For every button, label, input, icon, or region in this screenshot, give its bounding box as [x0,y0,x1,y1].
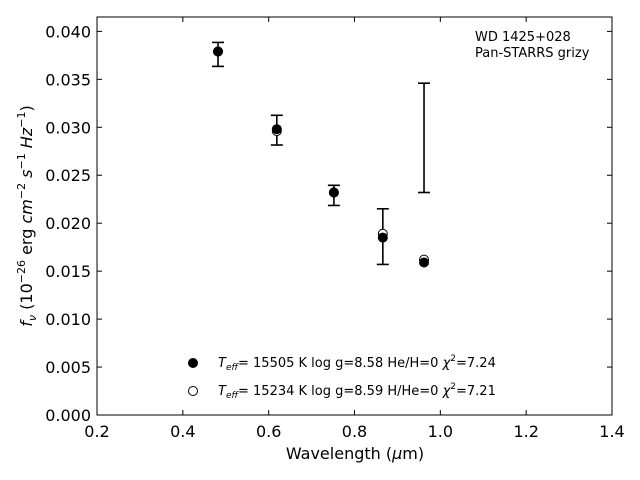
y-tick-label: 0.035 [45,70,91,89]
x-tick-label: 0.4 [170,422,195,441]
legend-label-h: Teff= 15234 K log g=8.59 H/He=0 χ2=7.21 [218,382,496,401]
legend-label-he: Teff= 15505 K log g=8.58 He/H=0 χ2=7.24 [218,354,496,373]
x-axis-label: Wavelength (μm) [286,444,424,463]
x-tick-labels: 0.2 0.4 0.6 0.8 1.0 1.2 1.4 [84,422,624,441]
survey-name: Pan-STARRS grizy [475,46,590,61]
y-tick-label: 0.010 [45,310,91,329]
data-markers [213,46,430,268]
legend-marker-filled [188,358,198,368]
y-tick-label: 0.040 [45,22,91,41]
error-bar [418,82,431,194]
legend: Teff= 15505 K log g=8.58 He/H=0 χ2=7.24 … [188,354,496,401]
y-tick-label: 0.015 [45,262,91,281]
model-point-he [328,187,339,198]
object-name: WD 1425+028 [475,30,571,45]
y-tick-label: 0.005 [45,358,91,377]
y-tick-label: 0.020 [45,214,91,233]
x-tick-label: 0.8 [342,422,367,441]
y-tick-label: 0.025 [45,166,91,185]
x-tick-label: 1.4 [599,422,624,441]
y-tick-label: 0.030 [45,118,91,137]
x-tick-label: 0.2 [84,422,109,441]
model-point-he [419,257,430,268]
y-tick-label: 0.000 [45,406,91,425]
x-tick-label: 1.0 [428,422,453,441]
model-point-he [213,46,224,57]
y-tick-labels: 0.000 0.005 0.010 0.015 0.020 0.025 0.030 0.035… [45,22,91,425]
y-axis-label: fν (10−26 erg cm−2 s−1 Hz−1) [15,105,39,326]
x-tick-label: 1.2 [513,422,538,441]
axis-ticks [96,17,613,416]
legend-marker-open [188,386,198,396]
model-point-he [377,232,388,243]
x-tick-label: 0.6 [256,422,281,441]
plot-area [96,16,613,416]
model-point-he [271,124,282,135]
